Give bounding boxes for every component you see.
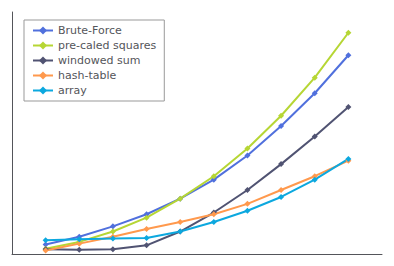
svg-text:hash-table: hash-table xyxy=(58,69,116,82)
svg-text:windowed sum: windowed sum xyxy=(58,54,140,67)
svg-text:Brute-Force: Brute-Force xyxy=(58,24,122,37)
svg-text:pre-caled squares: pre-caled squares xyxy=(58,39,157,52)
svg-text:array: array xyxy=(58,84,87,97)
